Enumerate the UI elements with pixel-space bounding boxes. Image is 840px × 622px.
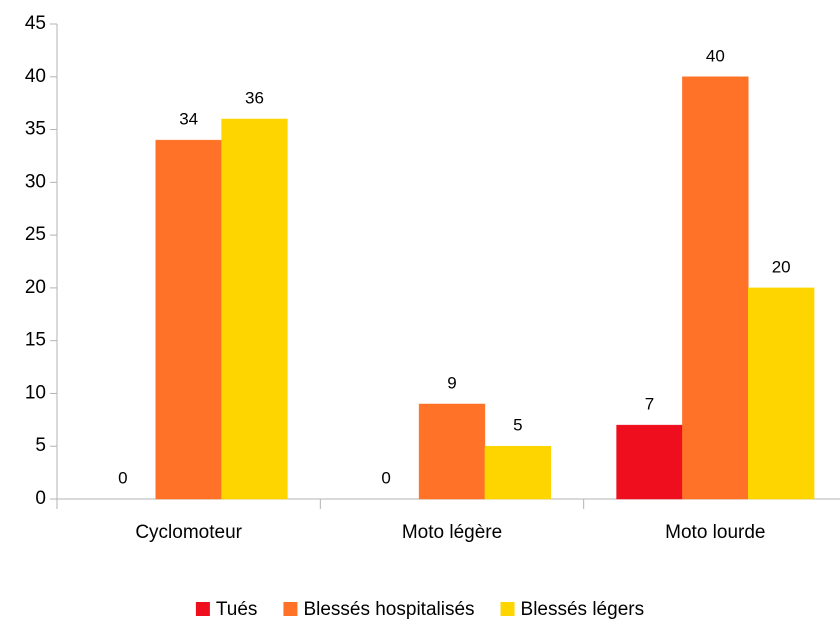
legend-label: Blessés légers	[521, 599, 645, 620]
legend-swatch	[500, 602, 515, 616]
y-tick-label: 20	[25, 277, 46, 298]
y-tick-label: 25	[25, 224, 46, 245]
data-label: 0	[381, 468, 390, 487]
legend-swatch	[283, 602, 298, 616]
bar	[616, 424, 683, 500]
data-label: 7	[645, 395, 654, 414]
data-label: 20	[772, 257, 791, 276]
data-label: 40	[706, 46, 725, 65]
y-tick-label: 10	[25, 382, 46, 403]
y-tick-label: 30	[25, 171, 46, 192]
bar	[748, 287, 815, 500]
bar	[484, 445, 551, 500]
x-tick-label: Moto lourde	[665, 522, 765, 543]
bar	[418, 403, 486, 500]
y-tick-label: 5	[35, 435, 46, 456]
data-label: 5	[513, 416, 522, 435]
bar	[682, 76, 749, 500]
y-tick-label: 35	[25, 119, 46, 140]
data-label: 36	[245, 88, 264, 107]
legend-label: Blessés hospitalisés	[303, 599, 474, 620]
data-label: 34	[179, 110, 198, 129]
y-tick-label: 40	[25, 66, 46, 87]
data-label: 9	[447, 373, 456, 392]
x-tick-label: Cyclomoteur	[135, 522, 242, 543]
legend-label: Tués	[216, 599, 258, 620]
y-tick-label: 0	[35, 488, 46, 509]
bar	[155, 139, 222, 500]
y-tick-label: 15	[25, 330, 46, 351]
x-tick-label: Moto légère	[402, 522, 502, 543]
legend-swatch	[195, 602, 210, 616]
data-label: 0	[118, 468, 127, 487]
bar	[221, 118, 288, 500]
y-tick-label: 45	[25, 13, 46, 34]
